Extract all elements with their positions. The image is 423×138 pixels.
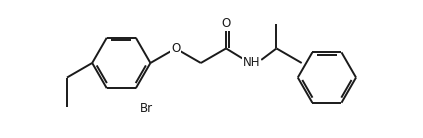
Text: NH: NH xyxy=(242,56,260,70)
Text: O: O xyxy=(171,42,180,55)
Text: Br: Br xyxy=(140,102,153,115)
Text: O: O xyxy=(221,17,231,30)
